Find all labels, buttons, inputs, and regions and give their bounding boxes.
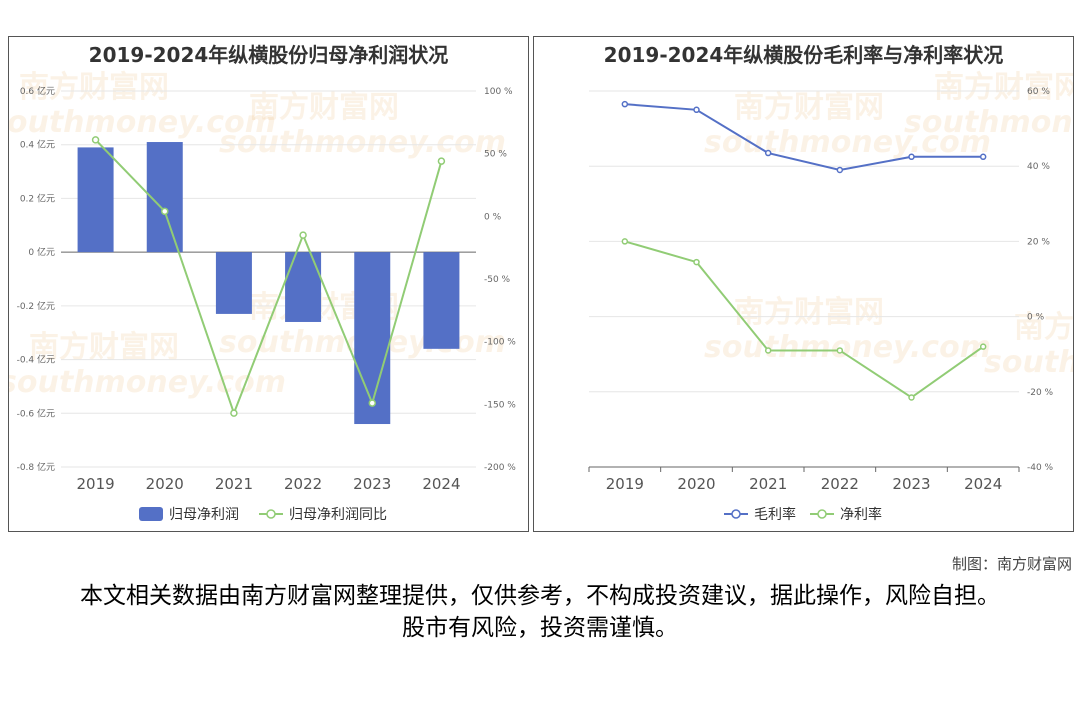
x-tick-label: 2022 — [284, 475, 322, 493]
y-right-tick-label: 100 % — [484, 87, 513, 97]
x-tick-label: 2020 — [677, 475, 715, 493]
y-right-tick-label: 20 % — [1027, 237, 1050, 247]
watermark-domain: southmoney.com — [704, 125, 991, 160]
x-tick-label: 2021 — [215, 475, 253, 493]
gross-margin-point-2024 — [979, 153, 987, 161]
y-right-tick-label: -20 % — [1027, 388, 1054, 398]
x-tick-label: 2023 — [353, 475, 391, 493]
watermark-brand: 南方财富网 — [734, 90, 884, 125]
gross-margin-point-2021 — [764, 149, 772, 157]
y-right-tick-label: -50 % — [484, 275, 511, 285]
net-margin-point-2024 — [979, 343, 987, 350]
net-margin-line — [624, 240, 984, 399]
y-left-tick-label: 0 亿元 — [28, 246, 55, 258]
bar-2021 — [215, 252, 252, 314]
legend-line-marker — [266, 509, 276, 519]
yoy-point-2021 — [230, 409, 238, 417]
watermark-domain: southmoney.com — [9, 365, 286, 400]
gross-margin-point-2023 — [908, 153, 915, 161]
gross-margin-line — [624, 103, 984, 171]
y-left-tick-label: 0.4 亿元 — [20, 139, 55, 151]
legend-line-label: 归母净利润同比 — [289, 506, 387, 523]
watermark-domain: southmoney.com — [984, 345, 1073, 380]
y-right-tick-label: -200 % — [484, 463, 516, 473]
yoy-line — [94, 139, 443, 417]
x-tick-label: 2021 — [749, 475, 787, 493]
legend-net-marker — [817, 509, 827, 519]
x-tick-label: 2024 — [964, 475, 1002, 493]
gross-margin-point-2020 — [693, 106, 700, 114]
net-profit-chart: 南方财富网southmoney.com南方财富网southmoney.com南方… — [9, 70, 516, 523]
watermark-domain: southmoney.com — [219, 125, 506, 160]
net-margin-point-2023 — [908, 394, 915, 401]
watermark-brand: 南方财富网 — [734, 295, 884, 330]
legend-gross-label: 毛利率 — [754, 506, 796, 523]
y-left-tick-label: 0.2 亿元 — [20, 192, 55, 204]
watermark-domain: southmoney.com — [904, 105, 1073, 140]
legend-bar-label: 归母净利润 — [169, 506, 239, 523]
disclaimer-text: 本文相关数据由南方财富网整理提供，仅供参考，不构成投资建议，据此操作，风险自担。… — [80, 583, 1000, 641]
x-tick-label: 2023 — [892, 475, 930, 493]
y-right-tick-label: 0 % — [1027, 313, 1045, 323]
x-tick-label: 2022 — [821, 475, 859, 493]
bar-2023 — [354, 252, 391, 425]
bar-2020 — [146, 142, 183, 253]
net-margin-point-2019 — [621, 238, 629, 245]
y-right-tick-label: -150 % — [484, 400, 516, 410]
y-right-tick-label: 50 % — [484, 150, 507, 160]
chart-credit: 制图：南方财富网 — [951, 555, 1072, 573]
x-tick-label: 2019 — [76, 475, 114, 493]
watermark-domain: southmoney.com — [704, 330, 991, 365]
y-left-tick-label: -0.4 亿元 — [17, 354, 55, 366]
margin-chart-title: 2019-2024年纵横股份毛利率与净利率状况 — [603, 43, 1004, 67]
legend-gross-marker — [731, 509, 741, 519]
gross-margin-point-2019 — [621, 100, 629, 108]
legend-bar-swatch — [139, 507, 163, 521]
bar-2022 — [285, 252, 322, 322]
y-left-tick-label: 0.6 亿元 — [20, 85, 55, 97]
gross-margin-point-2022 — [836, 166, 844, 174]
watermark-domain: southmoney.com — [9, 105, 276, 140]
watermark-brand: 南方财富网 — [249, 90, 399, 125]
x-tick-label: 2019 — [606, 475, 644, 493]
y-right-tick-label: 40 % — [1027, 162, 1050, 172]
watermark-brand: 南方财富网 — [1014, 310, 1073, 345]
y-right-tick-label: 0 % — [484, 212, 502, 222]
bar-2024 — [423, 252, 460, 349]
y-right-tick-label: -100 % — [484, 338, 516, 348]
margin-chart-panel: 南方财富网southmoney.com南方财富网southmoney.com南方… — [533, 36, 1074, 532]
net-profit-chart-title: 2019-2024年纵横股份归母净利润状况 — [88, 43, 449, 67]
yoy-point-2023 — [368, 399, 376, 407]
watermark-brand: 南方财富网 — [934, 70, 1073, 105]
yoy-point-2019 — [91, 136, 100, 144]
y-right-tick-label: 60 % — [1027, 87, 1050, 97]
net-profit-chart-panel: 南方财富网 southmoney.com 南方财富网 southmoney.com 南方… — [8, 36, 529, 532]
yoy-point-2022 — [299, 231, 307, 239]
y-left-tick-label: -0.2 亿元 — [17, 300, 55, 312]
net-margin-point-2022 — [836, 347, 844, 354]
x-tick-label: 2020 — [146, 475, 184, 493]
yoy-point-2020 — [161, 207, 169, 216]
y-left-tick-label: -0.6 亿元 — [17, 407, 55, 419]
margin-chart: 南方财富网southmoney.com南方财富网southmoney.com南方… — [588, 70, 1073, 523]
watermark-brand: 南方财富网 — [19, 70, 169, 105]
yoy-point-2024 — [437, 157, 446, 165]
x-tick-label: 2024 — [422, 475, 460, 493]
y-left-tick-label: -0.8 亿元 — [17, 461, 55, 473]
net-margin-point-2021 — [764, 347, 772, 354]
net-margin-point-2020 — [693, 258, 700, 266]
legend-net-label: 净利率 — [840, 506, 882, 523]
bar-2019 — [77, 147, 114, 253]
y-right-tick-label: -40 % — [1027, 463, 1054, 473]
